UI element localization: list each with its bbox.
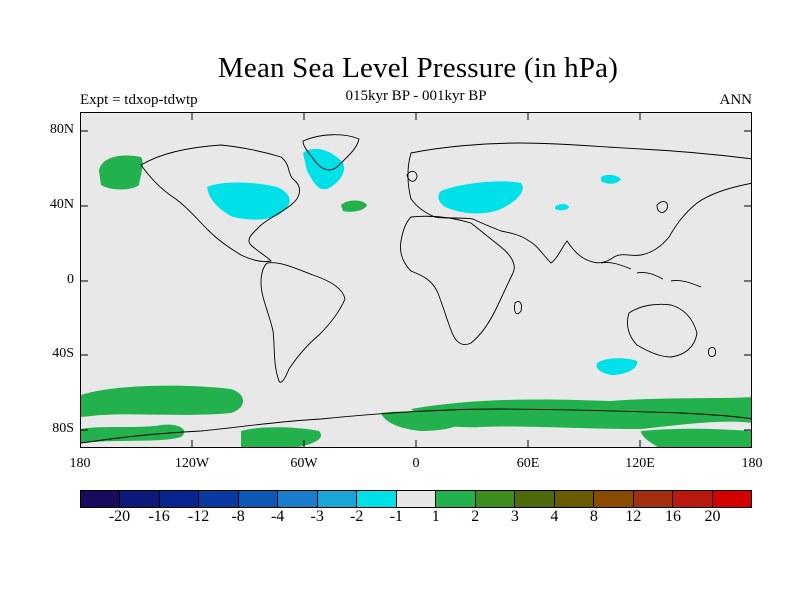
colorbar-label: 2 [471,508,480,525]
colorbar-label: -1 [389,508,403,525]
colorbar-swatch [357,491,397,507]
colorbar-label: 20 [704,508,721,525]
experiment-label: Expt = tdxop-tdwtp [80,92,198,108]
siberia-negative-small [601,174,621,184]
colorbar [80,490,752,508]
colorbar-swatch [436,491,476,507]
east-north-america-negative [207,182,290,220]
greenland-coast [302,134,360,171]
colorbar-swatch [673,491,713,507]
map-svg [81,134,751,447]
season-label: ANN [719,92,753,108]
uk-coast [406,170,418,182]
antarctic-positive-west [81,424,185,443]
colorbar-label: -4 [270,508,285,525]
colorbar-label: 3 [510,508,519,525]
north-atlantic-positive-patch [341,200,367,212]
colorbar-swatch [515,491,555,507]
colorbar-swatch [554,491,595,507]
japan-coast [656,201,668,213]
colorbar-label: -16 [148,508,170,525]
colorbar-swatch [81,491,121,507]
australia-coast [626,303,698,358]
colorbar-label: -2 [350,508,364,525]
eurasia-negative [438,181,523,214]
colorbar-swatch [475,491,516,507]
new-zealand-coast [708,346,716,358]
eurasia-coast [407,142,751,264]
colorbar-swatch [199,491,239,507]
x-tick-label: 120W [174,456,210,471]
y-tick-label: 80S [52,421,74,436]
north-pacific-positive-patch [99,155,143,190]
chart-title: Mean Sea Level Pressure (in hPa) [217,52,619,84]
antarctic-positive-east [641,428,751,447]
x-tick-label: 0 [412,456,420,471]
madagascar-coast [514,300,522,315]
colorbar-label: -12 [187,508,210,525]
x-tick-label: 120E [625,456,655,471]
y-tick-label: 40S [52,346,74,361]
colorbar-label: 16 [664,508,681,525]
y-tick-label: 0 [67,272,74,287]
y-tick-label: 80N [49,122,74,137]
colorbar-label: 12 [625,508,642,525]
colorbar-label: 1 [431,508,440,525]
negative-anomaly-regions [207,148,638,375]
y-tick-label: 40N [49,197,74,212]
colorbar-swatch [159,491,200,507]
map-panel [80,112,752,448]
south-indian-negative [596,358,638,375]
colorbar-swatch [396,491,437,507]
colorbar-label: -3 [310,508,324,525]
x-tick-label: 60E [516,456,540,471]
central-asia-negative-small [555,204,569,211]
southern-ocean-pacific-positive [81,385,244,417]
coastlines [81,134,751,444]
chart-subtitle: 015kyr BP - 001kyr BP [345,88,487,104]
colorbar-swatch [278,491,318,507]
colorbar-label: -20 [108,508,131,525]
colorbar-label: 8 [589,508,598,525]
indonesia-coast [600,262,702,288]
colorbar-swatch [594,491,634,507]
positive-anomaly-regions [81,155,751,447]
south-america-coast [260,262,346,383]
antarctic-positive-pacific [241,427,321,447]
colorbar-swatch [317,491,358,507]
x-tick-label: 60W [290,456,318,471]
labrador-greenland-negative [303,148,345,190]
colorbar-swatch [633,491,674,507]
africa-coast [400,215,515,346]
antarctica-coast [81,408,751,444]
x-tick-label: 180 [69,456,91,471]
colorbar-swatch [120,491,160,507]
colorbar-swatch [712,491,751,507]
colorbar-swatch [238,491,279,507]
colorbar-label: -8 [231,508,245,525]
southern-ocean-positive-indian [411,397,751,429]
colorbar-label: 4 [550,508,559,525]
x-tick-label: 180 [741,456,763,471]
north-america-coast [140,144,300,262]
